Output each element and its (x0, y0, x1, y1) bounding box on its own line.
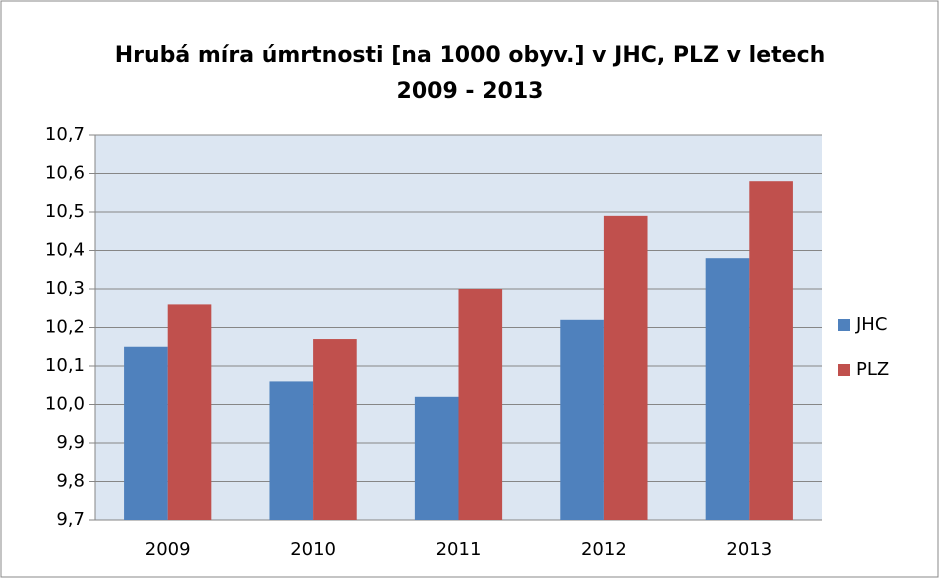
bar (269, 381, 314, 520)
legend-swatch (838, 319, 850, 331)
y-tick-label: 9,8 (56, 471, 85, 492)
bar (560, 319, 604, 520)
y-tick-label: 10,4 (45, 240, 85, 261)
y-tick-label: 9,7 (56, 509, 85, 530)
bar (603, 215, 648, 520)
bar (167, 304, 212, 520)
y-tick-label: 10,2 (45, 317, 85, 338)
legend-label: JHC (855, 314, 887, 335)
chart-title: Hrubá míra úmrtnosti [na 1000 obyv.] v J… (114, 43, 826, 104)
y-tick-label: 10,1 (45, 355, 85, 376)
bar (313, 339, 357, 520)
x-tick-label: 2013 (726, 539, 772, 560)
y-tick-label: 10,0 (45, 394, 85, 415)
legend-label: PLZ (856, 359, 889, 380)
y-tick-label: 10,6 (45, 163, 85, 184)
bar (124, 346, 168, 520)
bar (749, 181, 793, 520)
y-tick-label: 9,9 (56, 432, 85, 453)
x-tick-label: 2012 (581, 539, 627, 560)
bar (414, 396, 459, 520)
x-tick-label: 2011 (436, 539, 482, 560)
y-tick-label: 10,7 (45, 124, 85, 145)
legend-swatch (838, 364, 850, 376)
x-tick-label: 2009 (145, 539, 191, 560)
x-tick-label: 2010 (290, 539, 336, 560)
y-tick-label: 10,3 (45, 278, 85, 299)
bar (458, 289, 503, 520)
y-tick-label: 10,5 (45, 201, 85, 222)
bar (705, 258, 750, 520)
